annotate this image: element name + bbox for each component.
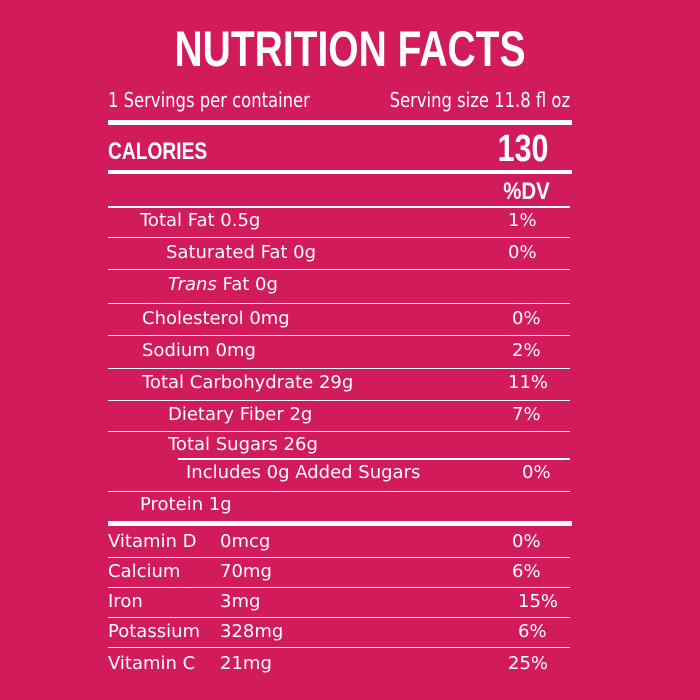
nutrient-row-cholesterol: Cholesterol 0mg 0% — [108, 304, 570, 336]
nutrient-row-dietary-fiber: Dietary Fiber 2g 7% — [108, 400, 570, 432]
nutrient-row-saturated-fat: Saturated Fat 0g 0% — [108, 238, 570, 270]
nutrient-dv: 1% — [508, 210, 537, 231]
serving-info-row: 1 Servings per container Serving size 11… — [108, 88, 570, 116]
nutrient-label: Total Fat 0.5g — [140, 210, 261, 231]
vitamin-dv: 15% — [518, 591, 559, 612]
vitamin-amount: 328mg — [220, 621, 284, 642]
vitamin-dv: 0% — [512, 531, 541, 552]
vitamin-amount: 70mg — [220, 561, 272, 582]
vitamin-row-vitamin-d: Vitamin D 0mcg 0% — [108, 528, 570, 558]
nutrient-label: Total Carbohydrate 29g — [142, 372, 354, 393]
trans-italic: Trans — [168, 274, 217, 295]
vitamin-row-vitamin-c: Vitamin C 21mg 25% — [108, 650, 570, 680]
thick-divider-top — [108, 120, 572, 125]
vitamin-dv: 6% — [512, 561, 541, 582]
trans-rest: Fat 0g — [216, 274, 278, 295]
vitamin-name: Vitamin D — [108, 531, 197, 552]
servings-per-container: 1 Servings per container — [108, 88, 310, 112]
nutrient-label: Sodium 0mg — [142, 340, 256, 361]
nutrient-row-protein: Protein 1g — [108, 490, 570, 522]
nutrient-row-added-sugars: Includes 0g Added Sugars 0% — [108, 458, 570, 492]
calories-label: CALORIES — [108, 138, 208, 165]
vitamin-amount: 0mcg — [220, 531, 271, 552]
nutrient-label: Total Sugars 26g — [168, 434, 318, 455]
nutrient-label: Cholesterol 0mg — [142, 308, 290, 329]
vitamin-dv: 6% — [518, 621, 547, 642]
nutrient-row-sodium: Sodium 0mg 2% — [108, 336, 570, 369]
vitamin-name: Potassium — [108, 621, 201, 642]
vitamin-row-potassium: Potassium 328mg 6% — [108, 618, 570, 648]
nutrient-row-total-sugars: Total Sugars 26g — [108, 430, 570, 462]
nutrient-row-total-carbohydrate: Total Carbohydrate 29g 11% — [108, 368, 570, 401]
nutrient-dv: 0% — [508, 242, 537, 263]
vitamin-amount: 21mg — [220, 653, 272, 674]
nutrient-row-trans-fat: Trans Fat 0g — [108, 270, 570, 304]
calories-value: 130 — [497, 128, 548, 170]
label-title: NUTRITION FACTS — [174, 21, 526, 77]
thick-divider-calories — [108, 170, 572, 174]
vitamin-amount: 3mg — [220, 591, 261, 612]
vitamin-name: Iron — [108, 591, 143, 612]
vitamin-row-calcium: Calcium 70mg 6% — [108, 558, 570, 588]
nutrient-label: Includes 0g Added Sugars — [186, 462, 421, 483]
dv-header: %DV — [503, 178, 550, 205]
nutrient-dv: 7% — [512, 404, 541, 425]
vitamin-name: Calcium — [108, 561, 181, 582]
vitamin-row-iron: Iron 3mg 15% — [108, 588, 570, 618]
nutrient-label: Protein 1g — [140, 494, 232, 515]
serving-size: Serving size 11.8 fl oz — [389, 88, 570, 112]
nutrient-dv: 11% — [508, 372, 549, 393]
dv-header-divider — [108, 206, 570, 208]
nutrient-row-total-fat: Total Fat 0.5g 1% — [108, 206, 570, 238]
thick-divider-vitamins — [108, 521, 572, 526]
nutrient-label: Dietary Fiber 2g — [168, 404, 313, 425]
nutrient-label: Saturated Fat 0g — [166, 242, 317, 263]
sugars-sub-divider — [178, 458, 570, 460]
nutrient-dv: 0% — [522, 462, 551, 483]
nutrient-dv: 0% — [512, 308, 541, 329]
vitamin-dv: 25% — [508, 653, 549, 674]
vitamin-name: Vitamin C — [108, 653, 196, 674]
nutrient-dv: 2% — [512, 340, 541, 361]
nutrient-label: Trans Fat 0g — [168, 274, 278, 295]
